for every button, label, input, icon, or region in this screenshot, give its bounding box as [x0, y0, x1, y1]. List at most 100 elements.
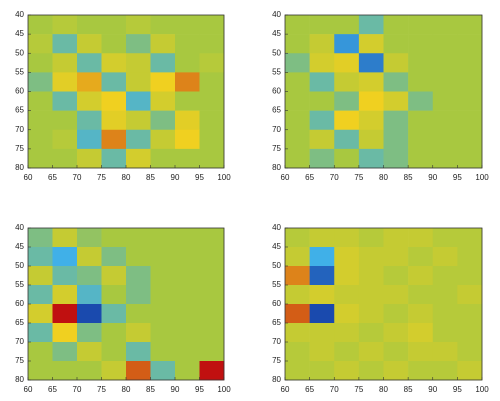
heat-cell: [126, 304, 151, 324]
y-tick-label: 80: [272, 163, 281, 172]
heat-cell: [408, 129, 434, 150]
y-tick-label: 50: [272, 261, 281, 270]
heat-cell: [408, 72, 434, 92]
x-tick-label: 75: [354, 173, 363, 182]
heat-cell: [383, 323, 409, 343]
y-tick-label: 55: [15, 67, 24, 76]
heat-cell: [457, 53, 483, 73]
heat-cell: [334, 129, 360, 150]
y-tick-label: 55: [15, 280, 24, 289]
heat-cell: [358, 34, 384, 54]
heat-cell: [334, 91, 360, 111]
heat-cell: [199, 110, 225, 131]
heat-cell: [150, 285, 176, 305]
heat-cell: [383, 72, 409, 92]
heat-cell: [408, 34, 434, 54]
heat-cell: [457, 247, 483, 267]
heat-cell: [175, 228, 200, 248]
heat-cell: [457, 266, 483, 286]
y-tick-label: 40: [272, 223, 281, 232]
heat-cell: [101, 228, 127, 248]
y-tick-label: 70: [15, 337, 24, 346]
heat-cell: [150, 361, 176, 381]
heat-cell: [309, 228, 335, 248]
heat-cell: [175, 285, 200, 305]
heat-cell: [150, 342, 176, 362]
heat-cell: [77, 304, 102, 324]
heat-cell: [52, 15, 78, 35]
panel: 60 65 70 75 80 85 90 95 100 40 45 50 55 60 65 70 75 80: [15, 10, 231, 182]
heat-cell: [334, 285, 360, 305]
y-tick-label: 40: [15, 10, 24, 19]
x-tick-label: 80: [122, 173, 131, 182]
heat-cell: [358, 285, 384, 305]
heat-cell: [150, 34, 176, 54]
heat-cell: [150, 266, 176, 286]
y-tick-label: 60: [272, 87, 281, 96]
heat-cell: [150, 110, 176, 131]
heat-cell: [77, 129, 102, 150]
heat-cell: [309, 361, 335, 381]
heat-cell: [28, 129, 53, 150]
heat-cell: [199, 323, 225, 343]
y-tick-label: 80: [15, 375, 24, 384]
heat-cell: [28, 72, 53, 92]
heat-cell: [126, 247, 151, 267]
heat-cell: [309, 129, 335, 150]
x-tick-label: 70: [330, 385, 339, 394]
heat-cell: [408, 247, 434, 267]
y-tick-label: 55: [272, 280, 281, 289]
heat-cell: [126, 129, 151, 150]
heat-cell: [175, 72, 200, 92]
heat-cell: [285, 91, 310, 111]
x-tick-label: 90: [428, 385, 437, 394]
heat-cell: [457, 15, 483, 35]
heat-cell: [432, 15, 458, 35]
heat-cell: [285, 247, 310, 267]
heat-cell: [383, 91, 409, 111]
heat-cell: [383, 15, 409, 35]
heat-cell: [52, 228, 78, 248]
x-tick-label: 65: [48, 173, 57, 182]
y-tick-label: 60: [15, 87, 24, 96]
heat-cell: [150, 304, 176, 324]
heat-cell: [408, 342, 434, 362]
heat-cell: [52, 91, 78, 111]
heat-cell: [199, 285, 225, 305]
y-tick-label: 45: [272, 29, 281, 38]
x-tick-label: 60: [281, 385, 290, 394]
heat-cell: [101, 15, 127, 35]
heat-cell: [101, 285, 127, 305]
y-tick-label: 70: [15, 125, 24, 134]
heat-cell: [358, 148, 384, 169]
heat-cell: [285, 266, 310, 286]
heat-cell: [285, 323, 310, 343]
x-tick-label: 60: [281, 173, 290, 182]
heat-cell: [432, 323, 458, 343]
heat-cell: [28, 247, 53, 267]
heat-cell: [101, 129, 127, 150]
heat-cell: [52, 72, 78, 92]
heat-cell: [432, 266, 458, 286]
heat-cell: [175, 148, 200, 169]
heat-cell: [408, 266, 434, 286]
heat-cell: [334, 110, 360, 131]
heat-cell: [408, 148, 434, 169]
x-tick-label: 70: [73, 385, 82, 394]
heat-cell: [150, 72, 176, 92]
y-tick-label: 75: [15, 144, 24, 153]
heat-cell: [383, 361, 409, 381]
y-tick-label: 65: [272, 106, 281, 115]
heat-cell: [126, 342, 151, 362]
y-tick-label: 50: [15, 48, 24, 57]
x-tick-label: 95: [195, 385, 204, 394]
heat-cell: [52, 266, 78, 286]
y-tick-label: 70: [272, 125, 281, 134]
heat-cell: [175, 304, 200, 324]
heat-cell: [457, 361, 483, 381]
heat-cell: [126, 361, 151, 381]
heat-cell: [334, 323, 360, 343]
heat-cell: [52, 110, 78, 131]
heat-cell: [358, 110, 384, 131]
heat-cell: [358, 304, 384, 324]
